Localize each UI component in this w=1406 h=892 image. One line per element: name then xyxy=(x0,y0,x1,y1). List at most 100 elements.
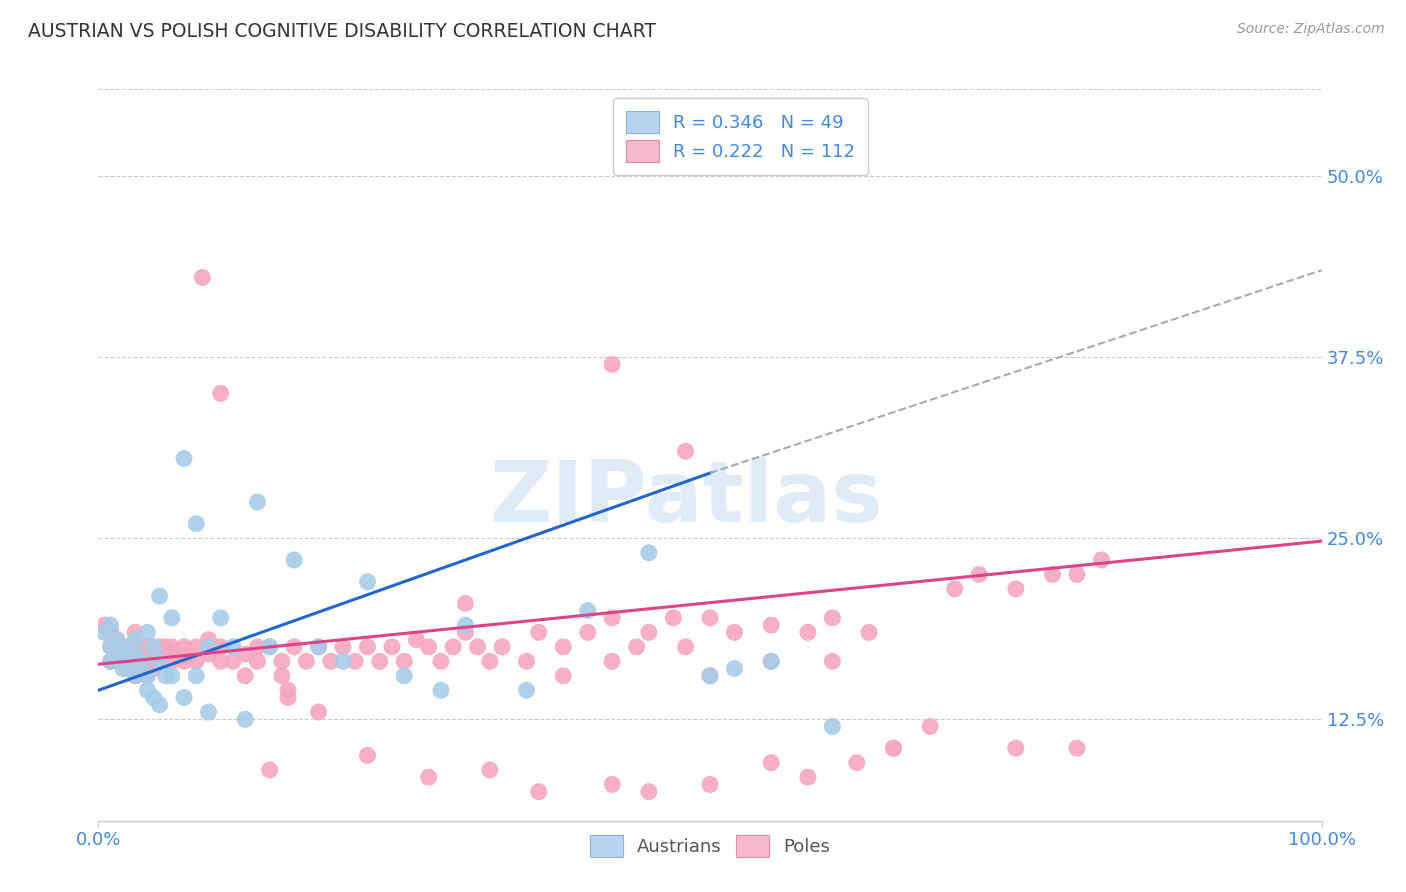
Point xyxy=(1066,567,1088,582)
Point xyxy=(1090,553,1112,567)
Point xyxy=(454,618,477,632)
Point xyxy=(1004,582,1026,596)
Legend: Austrians, Poles: Austrians, Poles xyxy=(581,826,839,866)
Point xyxy=(1004,741,1026,756)
Point xyxy=(167,647,190,661)
Point xyxy=(638,546,661,560)
Point xyxy=(105,632,128,647)
Point xyxy=(883,741,905,756)
Text: ZIPatlas: ZIPatlas xyxy=(489,458,883,541)
Point xyxy=(118,662,141,676)
Point xyxy=(179,647,201,661)
Point xyxy=(222,654,245,668)
Point xyxy=(259,640,281,654)
Point xyxy=(308,705,330,719)
Point xyxy=(136,640,159,654)
Point xyxy=(761,654,783,668)
Point xyxy=(356,748,378,763)
Point xyxy=(124,625,146,640)
Point xyxy=(136,669,159,683)
Point xyxy=(186,669,208,683)
Point xyxy=(173,451,195,466)
Point xyxy=(418,770,440,784)
Point xyxy=(467,640,489,654)
Point xyxy=(418,640,440,654)
Point xyxy=(576,604,599,618)
Point xyxy=(553,640,575,654)
Point xyxy=(368,654,391,668)
Point xyxy=(943,582,966,596)
Point xyxy=(136,669,159,683)
Point xyxy=(454,625,477,640)
Point xyxy=(515,683,537,698)
Point xyxy=(105,640,128,654)
Point xyxy=(186,640,208,654)
Point xyxy=(699,611,721,625)
Point xyxy=(160,654,183,668)
Point xyxy=(392,669,416,683)
Point xyxy=(100,640,122,654)
Point xyxy=(270,654,294,668)
Point xyxy=(723,625,745,640)
Point xyxy=(675,640,697,654)
Point xyxy=(149,654,172,668)
Point xyxy=(699,669,721,683)
Point xyxy=(118,640,141,654)
Point xyxy=(723,662,745,676)
Point xyxy=(197,632,219,647)
Point xyxy=(277,683,299,698)
Text: AUSTRIAN VS POLISH COGNITIVE DISABILITY CORRELATION CHART: AUSTRIAN VS POLISH COGNITIVE DISABILITY … xyxy=(28,22,657,41)
Point xyxy=(173,640,195,654)
Point xyxy=(1066,741,1088,756)
Point xyxy=(160,640,183,654)
Point xyxy=(259,640,281,654)
Point xyxy=(209,611,232,625)
Point xyxy=(699,669,721,683)
Point xyxy=(197,647,219,661)
Point xyxy=(111,662,134,676)
Point xyxy=(344,654,367,668)
Point xyxy=(155,669,177,683)
Point xyxy=(111,654,134,668)
Point xyxy=(124,640,146,654)
Point xyxy=(821,719,844,733)
Point xyxy=(149,654,172,668)
Point xyxy=(209,386,232,401)
Point xyxy=(883,741,905,756)
Point xyxy=(149,589,172,603)
Point xyxy=(222,640,245,654)
Point xyxy=(209,654,232,668)
Point xyxy=(191,270,214,285)
Point xyxy=(233,669,256,683)
Point xyxy=(797,625,820,640)
Point xyxy=(197,640,219,654)
Point xyxy=(129,647,152,661)
Point xyxy=(821,654,844,668)
Point xyxy=(430,654,453,668)
Point xyxy=(136,683,159,698)
Point xyxy=(332,640,354,654)
Point xyxy=(149,698,172,712)
Point xyxy=(93,618,115,632)
Point xyxy=(124,669,146,683)
Point xyxy=(111,647,134,661)
Point xyxy=(675,444,697,458)
Point xyxy=(111,640,134,654)
Point xyxy=(283,553,305,567)
Point xyxy=(246,654,269,668)
Point xyxy=(405,632,427,647)
Point xyxy=(478,654,501,668)
Point xyxy=(259,763,281,777)
Point xyxy=(308,640,330,654)
Point xyxy=(124,632,146,647)
Point xyxy=(626,640,648,654)
Point xyxy=(111,647,134,661)
Point xyxy=(515,654,537,668)
Point xyxy=(381,640,404,654)
Point xyxy=(638,625,661,640)
Point xyxy=(100,654,122,668)
Point xyxy=(142,690,165,705)
Point xyxy=(209,640,232,654)
Point xyxy=(845,756,868,770)
Point xyxy=(129,654,152,668)
